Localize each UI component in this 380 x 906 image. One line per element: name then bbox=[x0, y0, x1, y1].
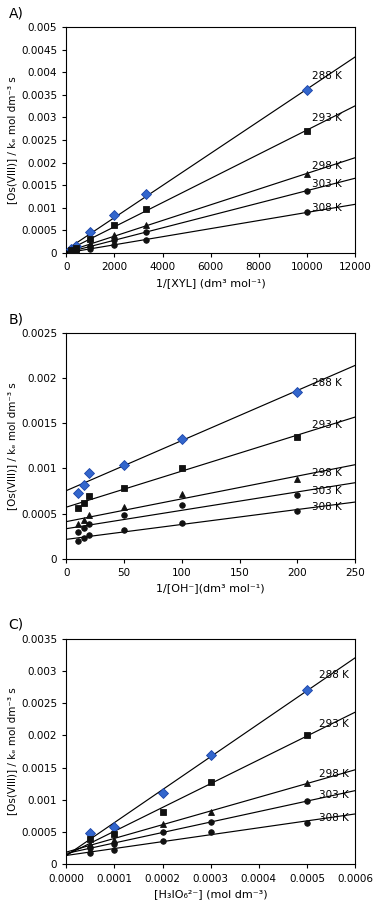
Text: 298 K: 298 K bbox=[312, 467, 342, 477]
Text: 308 K: 308 K bbox=[312, 502, 342, 512]
Text: 293 K: 293 K bbox=[312, 113, 342, 123]
Text: 298 K: 298 K bbox=[312, 161, 342, 171]
Text: 303 K: 303 K bbox=[319, 790, 349, 800]
Y-axis label: [Os(VIII)] / kₑ mol dm⁻³ s: [Os(VIII)] / kₑ mol dm⁻³ s bbox=[7, 76, 17, 204]
X-axis label: [H₃IO₆²⁻] (mol dm⁻³): [H₃IO₆²⁻] (mol dm⁻³) bbox=[154, 889, 268, 899]
Y-axis label: [Os(VIII)] / kₑ mol dm⁻³ s: [Os(VIII)] / kₑ mol dm⁻³ s bbox=[7, 688, 17, 815]
Text: A): A) bbox=[8, 6, 24, 20]
Text: 288 K: 288 K bbox=[312, 71, 342, 81]
Text: 308 K: 308 K bbox=[312, 203, 342, 213]
Text: 303 K: 303 K bbox=[312, 486, 342, 496]
Text: 308 K: 308 K bbox=[319, 813, 349, 823]
Text: C): C) bbox=[8, 618, 24, 631]
Text: 298 K: 298 K bbox=[319, 769, 349, 779]
X-axis label: 1/[OH⁻](dm³ mol⁻¹): 1/[OH⁻](dm³ mol⁻¹) bbox=[156, 583, 265, 593]
X-axis label: 1/[XYL] (dm³ mol⁻¹): 1/[XYL] (dm³ mol⁻¹) bbox=[156, 277, 266, 287]
Y-axis label: [Os(VIII)] / kₑ mol dm⁻³ s: [Os(VIII)] / kₑ mol dm⁻³ s bbox=[7, 382, 17, 510]
Text: 293 K: 293 K bbox=[319, 718, 349, 728]
Text: B): B) bbox=[8, 312, 24, 326]
Text: 303 K: 303 K bbox=[312, 179, 342, 189]
Text: 288 K: 288 K bbox=[319, 670, 349, 680]
Text: 293 K: 293 K bbox=[312, 420, 342, 430]
Text: 288 K: 288 K bbox=[312, 378, 342, 388]
